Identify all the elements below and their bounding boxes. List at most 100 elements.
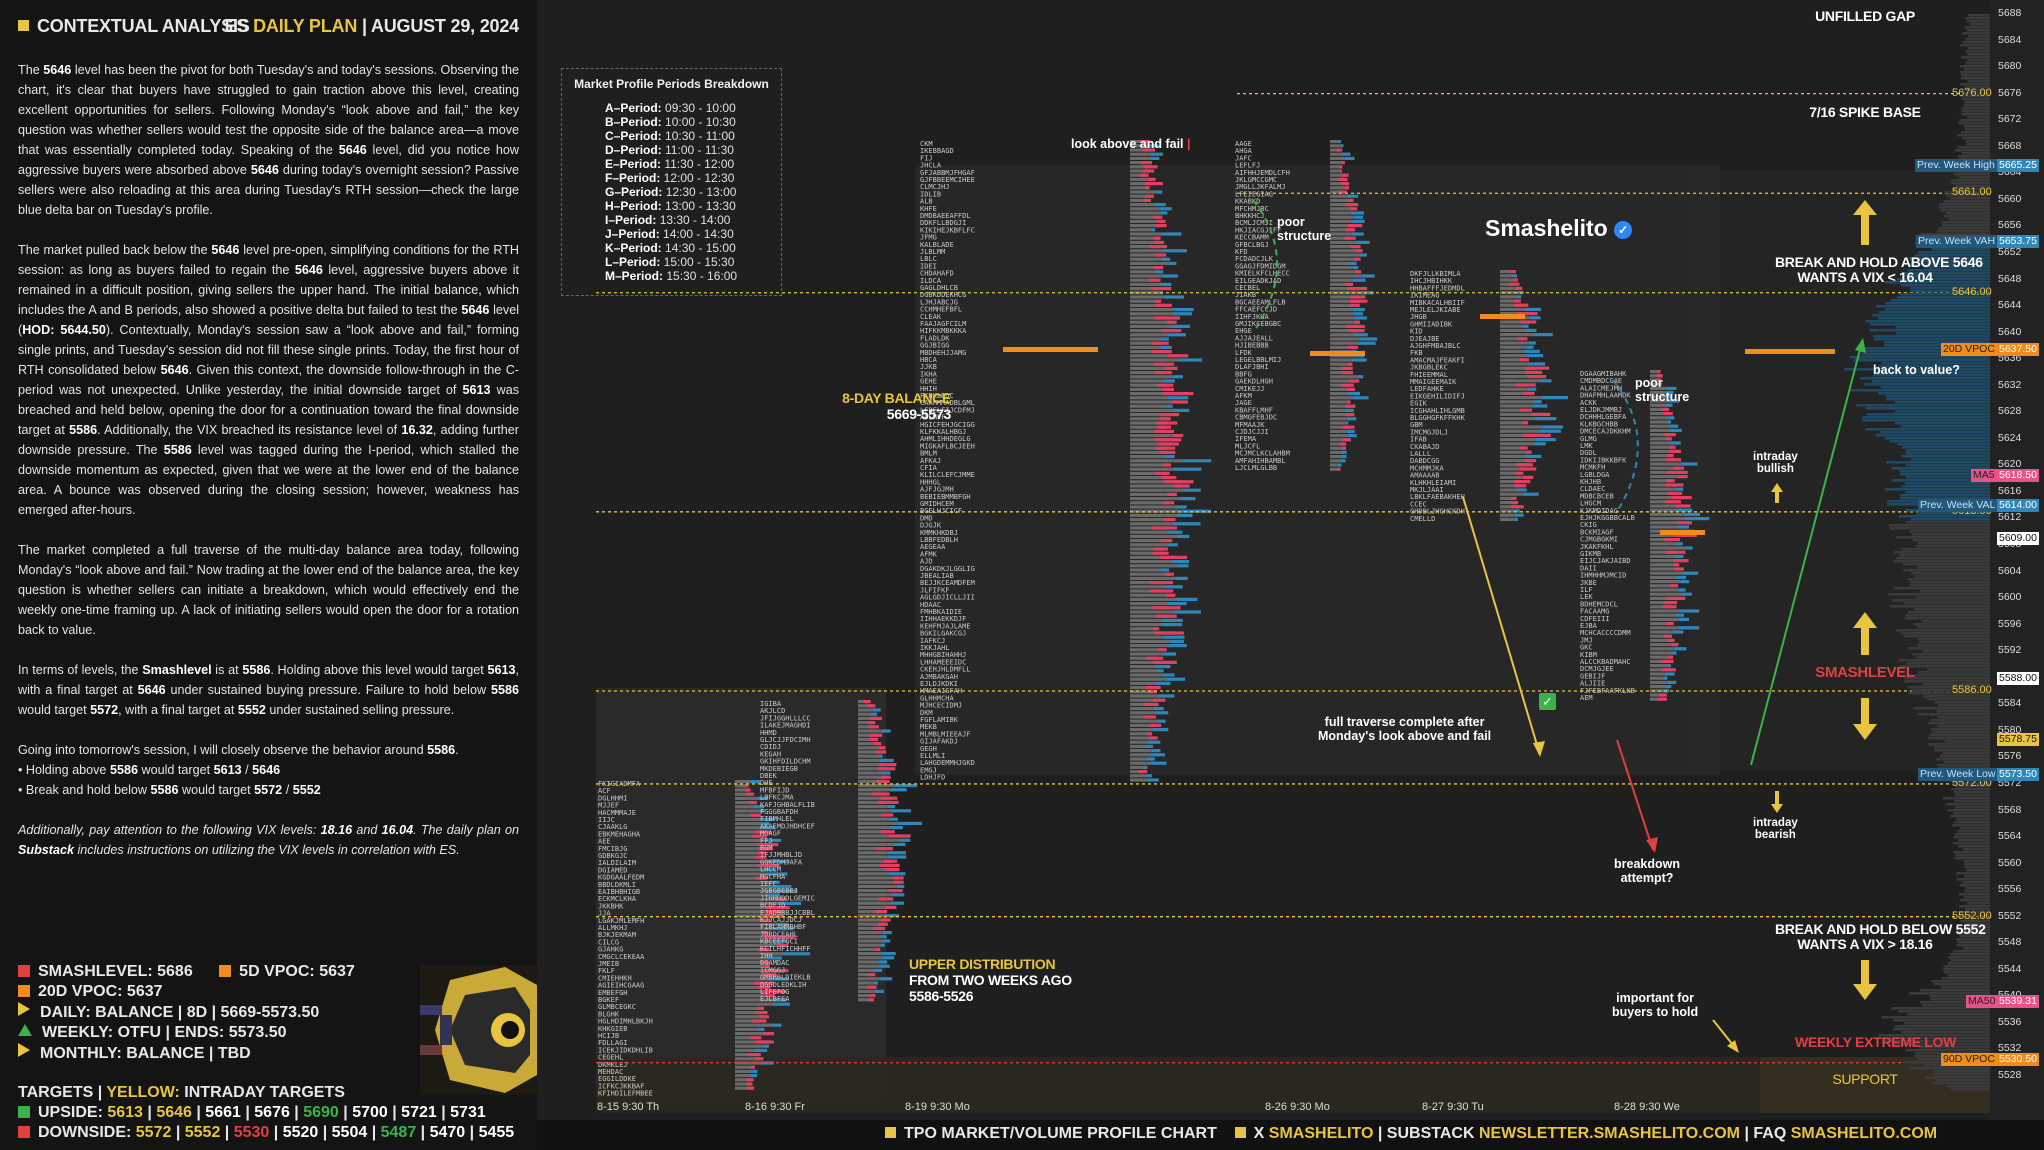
downside-targets: 5572 | 5552 | 5530 | 5520 | 5504 | 5487 …: [135, 1124, 515, 1141]
svg-text:EBKMEHAGHA: EBKMEHAGHA: [598, 830, 641, 838]
svg-text:DHE: DHE: [760, 779, 773, 787]
svg-text:FKB: FKB: [1410, 349, 1423, 357]
svg-text:FGGGBAFDH: FGGGBAFDH: [760, 808, 798, 816]
svg-text:GMIDHCEM: GMIDHCEM: [920, 500, 954, 508]
svg-text:CMDMBDCGAE: CMDMBDCGAE: [1580, 377, 1622, 385]
svg-text:CEGEHL: CEGEHL: [598, 1054, 623, 1062]
svg-text:IDKIJBKKBFK: IDKIJBKKBFK: [1580, 456, 1627, 464]
balance-title: 8-DAY BALANCE: [842, 390, 951, 406]
svg-text:JJKB: JJKB: [920, 363, 937, 371]
svg-text:CHDAHAFD: CHDAHAFD: [920, 270, 954, 278]
look-above-bar-icon: |: [1187, 137, 1191, 151]
weekly-extreme-low-label: WEEKLY EXTREME LOW: [1795, 1034, 1957, 1050]
level-lines-layer: [596, 93, 1990, 1064]
vpoc20-item: 20D VPOC: 5637: [18, 982, 163, 1002]
x-handle-link[interactable]: SMASHELITO: [1268, 1125, 1374, 1142]
svg-text:MGCFHA: MGCFHA: [760, 873, 786, 881]
paragraph-1: The 5646 level has been the pivot for bo…: [18, 63, 520, 217]
svg-text:FFCAEFCCJD: FFCAEFCCJD: [1235, 306, 1277, 314]
important-label: important for buyers to hold: [1612, 991, 1699, 1019]
price-tag-name: Prev. Week Low: [1918, 767, 1998, 781]
mp-period-row: L–Period: 15:00 - 15:30: [605, 255, 735, 269]
price-tag-name: 20D VPOC: [1941, 343, 1997, 357]
svg-text:CECBEL: CECBEL: [1235, 284, 1260, 292]
svg-text:HBCA: HBCA: [920, 356, 938, 364]
vpoc5-square-icon: [219, 965, 232, 977]
substack-link[interactable]: NEWSLETTER.SMASHELITO.COM: [1478, 1125, 1740, 1142]
svg-text:FMCIBJG: FMCIBJG: [598, 845, 628, 853]
price-tag-value: 5588.00: [1997, 671, 2039, 685]
svg-text:MKJLJAAI: MKJLJAAI: [1410, 486, 1444, 494]
y-tick-label: 5644: [1998, 299, 2022, 312]
svg-text:JFIJGGHLLLCC: JFIJGGHLLLCC: [760, 714, 811, 722]
svg-text:EIJCJAKJAIBD: EIJCJAKJAIBD: [1580, 557, 1631, 565]
svg-text:JKKBHK: JKKBHK: [598, 902, 624, 910]
upper-dist-2: FROM TWO WEEKS AGO: [909, 972, 1072, 988]
svg-text:KHFE: KHFE: [920, 205, 937, 213]
svg-text:KECCBAMM: KECCBAMM: [1235, 234, 1269, 242]
y-tick-label: 5680: [1998, 60, 2022, 73]
faq-link[interactable]: SMASHELITO.COM: [1790, 1125, 1938, 1142]
weekly-row: WEEKLY: OTFU | ENDS: 5573.50: [18, 1023, 319, 1043]
svg-text:KLILCLEFCJMME: KLILCLEFCJMME: [920, 471, 975, 479]
svg-text:JKBE: JKBE: [1580, 579, 1597, 587]
svg-text:DGAMDAC: DGAMDAC: [760, 959, 790, 967]
y-tick-label: 5656: [1998, 219, 2022, 232]
svg-text:MLMBLMIEEAJF: MLMBLMIEEAJF: [920, 730, 971, 738]
target-value: 5520: [282, 1124, 319, 1141]
price-tag-value: 5539.31: [1997, 994, 2039, 1008]
spike-base-label: 7/16 SPIKE BASE: [1809, 104, 1921, 120]
svg-text:KKABKD: KKABKD: [1235, 198, 1260, 206]
svg-text:EJLBFEA: EJLBFEA: [760, 995, 790, 1003]
svg-text:JBEALIAB: JBEALIAB: [920, 572, 954, 580]
price-tag-name: Prev. Week VAH: [1916, 235, 1998, 249]
y-tick-label: 5672: [1998, 113, 2022, 126]
y-tick-label: 5528: [1998, 1069, 2022, 1081]
svg-text:CBMGFEBJDC: CBMGFEBJDC: [1235, 414, 1277, 422]
svg-text:IHH: IHH: [760, 952, 773, 960]
svg-text:LFDK: LFDK: [1235, 349, 1253, 357]
svg-text:MEHDAC: MEHDAC: [598, 1068, 623, 1076]
svg-text:FIJ: FIJ: [920, 154, 933, 162]
upper-dist-1: UPPER DISTRIBUTION: [909, 956, 1056, 972]
svg-text:KAFJGHBALFLIB: KAFJGHBALFLIB: [760, 801, 815, 809]
svg-text:EJADBBBJJCBBL: EJADBBBJJCBBL: [760, 909, 815, 917]
mp-period-row: H–Period: 13:00 - 13:30: [605, 199, 736, 213]
panel-title: CONTEXTUAL ANALYSIS: [37, 16, 250, 36]
svg-text:ICEKJIDKDHLIB: ICEKJIDKDHLIB: [598, 1046, 653, 1054]
svg-text:MLJCFL: MLJCFL: [1235, 442, 1260, 450]
svg-text:IGIBA: IGIBA: [760, 700, 782, 708]
svg-text:KLFKKALHBGJ: KLFKKALHBGJ: [920, 428, 966, 436]
svg-text:BCDFJD: BCDFJD: [760, 902, 785, 910]
svg-text:ICGHAHLIHLGMB: ICGHAHLIHLGMB: [1410, 407, 1465, 415]
svg-text:CKABAJD: CKABAJD: [1410, 443, 1440, 451]
poor-structure-1: poor structure: [1277, 215, 1332, 243]
svg-text:LFBELFIJCDFMJ: LFBELFIJCDFMJ: [920, 406, 975, 414]
svg-text:AFKAJ: AFKAJ: [920, 457, 941, 465]
svg-text:JJA: JJA: [598, 910, 611, 918]
svg-text:MDBCBCEB: MDBCBCEB: [1580, 492, 1614, 500]
svg-text:EMGJ: EMGJ: [920, 766, 937, 774]
svg-text:GLJCJJFDCIMH: GLJCJJFDCIMH: [760, 736, 811, 744]
svg-text:GJAHKG: GJAHKG: [598, 946, 623, 954]
svg-text:BBDLDKMLI: BBDLDKMLI: [598, 881, 636, 889]
svg-text:DCHHHLGEBFA: DCHHHLGEBFA: [1580, 413, 1627, 421]
svg-text:HKJIACGJIFF: HKJIACGJIFF: [1235, 226, 1281, 234]
mp-period-row: A–Period: 09:30 - 10:00: [605, 101, 736, 115]
svg-text:MCHMMJKA: MCHMMJKA: [1410, 464, 1445, 472]
svg-text:JGBGBEBEJ: JGBGBEBEJ: [760, 887, 798, 895]
price-tag-value: 5609.00: [1997, 532, 2039, 546]
target-value: 5504: [331, 1124, 368, 1141]
plan-date: AUGUST 29, 2024: [370, 16, 519, 36]
svg-text:CKIG: CKIG: [1580, 521, 1597, 529]
svg-text:EMBEFGH: EMBEFGH: [598, 989, 628, 997]
downside-label: DOWNSIDE:: [38, 1124, 132, 1141]
svg-text:GFBCLBGJ: GFBCLBGJ: [1235, 241, 1269, 249]
svg-text:GAGLDHLCB: GAGLDHLCB: [920, 284, 958, 292]
svg-text:KALBLADE: KALBLADE: [920, 241, 954, 249]
svg-text:EAIBHBHIGB: EAIBHBHIGB: [598, 888, 640, 896]
svg-text:DKFJLLKBIMLA: DKFJLLKBIMLA: [1410, 270, 1461, 278]
y-tick-label: 5556: [1998, 883, 2022, 896]
svg-text:GGKEDHJAFA: GGKEDHJAFA: [760, 858, 803, 866]
svg-text:MBDHEHJJAMG: MBDHEHJJAMG: [920, 349, 966, 357]
